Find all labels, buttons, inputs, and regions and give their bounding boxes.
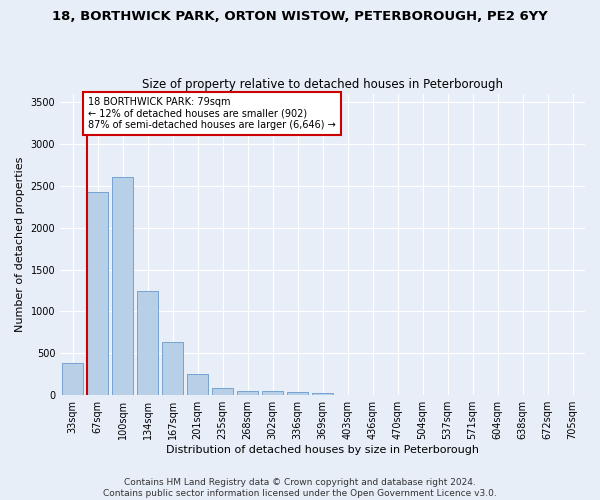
Bar — [312, 393, 333, 395]
Bar — [87, 192, 108, 395]
Bar — [112, 178, 133, 395]
X-axis label: Distribution of detached houses by size in Peterborough: Distribution of detached houses by size … — [166, 445, 479, 455]
Text: 18 BORTHWICK PARK: 79sqm
← 12% of detached houses are smaller (902)
87% of semi-: 18 BORTHWICK PARK: 79sqm ← 12% of detach… — [88, 97, 336, 130]
Bar — [187, 374, 208, 395]
Bar — [212, 388, 233, 395]
Bar — [137, 292, 158, 395]
Bar — [62, 362, 83, 395]
Title: Size of property relative to detached houses in Peterborough: Size of property relative to detached ho… — [142, 78, 503, 91]
Bar — [287, 392, 308, 395]
Text: 18, BORTHWICK PARK, ORTON WISTOW, PETERBOROUGH, PE2 6YY: 18, BORTHWICK PARK, ORTON WISTOW, PETERB… — [52, 10, 548, 23]
Bar — [237, 390, 258, 395]
Bar — [262, 390, 283, 395]
Text: Contains HM Land Registry data © Crown copyright and database right 2024.
Contai: Contains HM Land Registry data © Crown c… — [103, 478, 497, 498]
Y-axis label: Number of detached properties: Number of detached properties — [15, 156, 25, 332]
Bar — [162, 342, 183, 395]
